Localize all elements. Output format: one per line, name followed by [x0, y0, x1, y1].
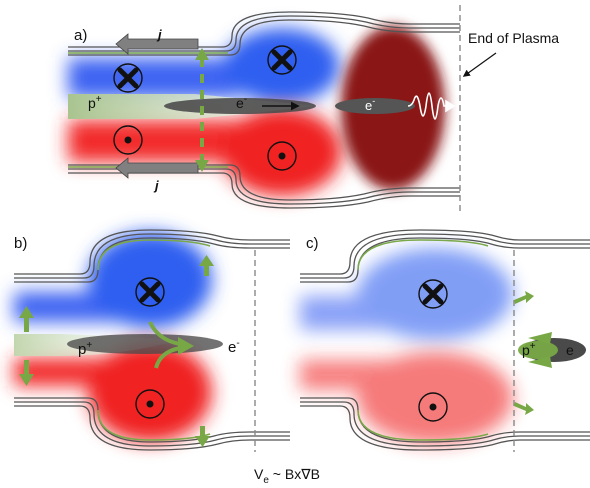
panel-a-current-arrow-bottom — [115, 157, 199, 179]
panel-c-field-in — [300, 248, 513, 340]
panel-a-electron-bunch-right — [335, 98, 415, 114]
panel-b-wall-top — [14, 229, 290, 283]
panel-c-electron-label: e — [566, 342, 574, 358]
panel-b-curved-arrows — [148, 321, 181, 369]
panel-a-label: a) — [74, 27, 87, 44]
drift-velocity-formula: Ve ~ Bx∇B — [254, 466, 320, 486]
circled-x-icon — [418, 279, 448, 309]
panel-a-em-wave — [407, 92, 456, 120]
panel-a: a) — [68, 5, 559, 214]
panel-a-current-label-bottom: j — [153, 178, 159, 193]
panel-b-field-out — [14, 342, 212, 442]
circled-x-icon — [113, 63, 143, 93]
circled-dot-icon — [267, 141, 297, 171]
panel-b-electron-label: e- — [228, 338, 240, 356]
panel-a-end-of-plasma-pointer — [462, 52, 497, 77]
panel-c-wall-bottom — [300, 397, 590, 451]
circled-dot-icon — [135, 389, 165, 419]
panel-b-green-arrows-left — [19, 306, 34, 386]
panel-c-label: c) — [306, 235, 319, 252]
panel-a-field-in — [68, 28, 340, 104]
panel-a-current-label-top: j — [156, 27, 162, 42]
panel-c: c) p+ e — [300, 229, 590, 452]
circled-dot-icon — [418, 392, 448, 422]
panel-a-electron-label: e- — [236, 94, 247, 111]
panel-a-electron-right-label: e- — [365, 96, 375, 113]
panel-c-wall-top — [300, 229, 590, 283]
panel-c-proton-label: p+ — [522, 341, 536, 358]
panel-b-green-arrows-right — [195, 255, 214, 447]
panel-a-proton-label: p+ — [88, 94, 102, 111]
panel-b: b) p+ e- — [14, 229, 290, 452]
panel-a-green-dashed-arrow — [195, 48, 209, 172]
panel-b-proton-label: p+ — [78, 340, 92, 358]
panel-a-current-arrow-top — [115, 33, 199, 55]
circled-dot-icon — [113, 125, 143, 155]
circled-x-icon — [267, 45, 297, 75]
panel-c-proton-spread — [518, 332, 558, 368]
panel-c-field-out — [300, 352, 513, 444]
panel-b-label: b) — [14, 235, 27, 252]
panel-b-curved-arrow-head — [178, 337, 194, 355]
circled-x-icon — [135, 277, 165, 307]
panel-c-green-arrows — [514, 291, 534, 415]
panel-a-field-out — [68, 108, 342, 196]
panel-b-wall-bottom — [14, 397, 290, 451]
panel-a-end-of-plasma-label: End of Plasma — [468, 30, 559, 46]
